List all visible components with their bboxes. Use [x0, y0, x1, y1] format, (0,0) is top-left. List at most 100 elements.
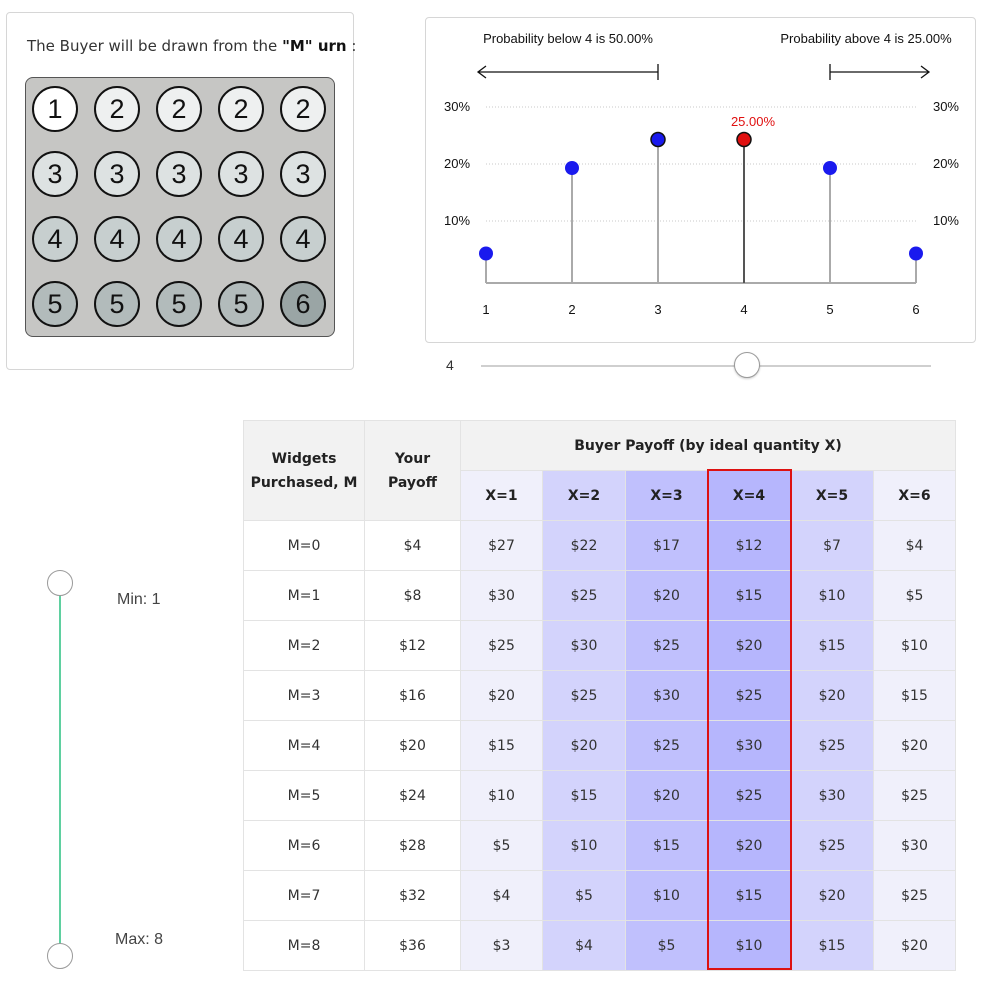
x-header: X=5	[790, 470, 874, 521]
header-buyer-payoff: Buyer Payoff (by ideal quantity X)	[460, 420, 956, 471]
cell-buyer-payoff: $4	[460, 870, 543, 921]
quantity-slider-thumb[interactable]	[734, 352, 760, 378]
x-tick-label: 1	[482, 302, 489, 317]
cell-buyer-payoff: $5	[542, 870, 626, 921]
table-row: M=1 $8 $30 $25 $20 $15 $10 $5	[243, 570, 956, 621]
cell-your-payoff: $8	[364, 570, 461, 621]
cell-buyer-payoff: $3	[460, 920, 543, 971]
cell-buyer-payoff: $5	[873, 570, 956, 621]
range-min-thumb[interactable]	[47, 570, 73, 596]
chart-grid: 10% 10% 20% 20% 30% 30%	[444, 99, 959, 228]
data-point	[823, 161, 837, 175]
range-slider-track[interactable]	[59, 583, 61, 956]
cell-buyer-payoff: $15	[790, 620, 874, 671]
above-arrow-icon	[829, 64, 931, 80]
header-your-payoff: Your Payoff	[364, 420, 461, 521]
x-tick-label: 4	[740, 302, 747, 317]
urn-ball: 5	[156, 281, 202, 327]
table-row: M=4 $20 $15 $20 $25 $30 $25 $20	[243, 720, 956, 771]
x-tick-label: 5	[826, 302, 833, 317]
y-tick-label: 10%	[933, 213, 959, 228]
urn-ball: 4	[94, 216, 140, 262]
slider-value: 4	[446, 357, 454, 373]
cell-buyer-payoff: $25	[625, 720, 708, 771]
cell-your-payoff: $16	[364, 670, 461, 721]
table-row: M=8 $36 $3 $4 $5 $10 $15 $20	[243, 920, 956, 971]
cell-buyer-payoff: $25	[707, 770, 791, 821]
x-header: X=2	[542, 470, 626, 521]
cell-buyer-payoff: $20	[707, 820, 791, 871]
cell-buyer-payoff: $4	[542, 920, 626, 971]
data-point	[909, 246, 923, 261]
selected-data-point	[736, 131, 752, 148]
y-tick-label: 30%	[933, 99, 959, 114]
cell-m: M=8	[243, 920, 365, 971]
cell-buyer-payoff: $15	[625, 820, 708, 871]
probability-chart: Probability below 4 is 50.00% Probabilit…	[444, 31, 959, 317]
range-min-label: Min: 1	[117, 591, 161, 608]
cell-buyer-payoff: $17	[625, 520, 708, 571]
urn-ball: 6	[280, 281, 326, 327]
range-max-label: Max: 8	[115, 931, 164, 948]
range-max-thumb[interactable]	[47, 943, 73, 969]
y-tick-label: 10%	[444, 213, 470, 228]
urn-ball: 4	[32, 216, 78, 262]
data-point	[479, 246, 493, 261]
payoff-body: M=0 $4 $27 $22 $17 $12 $7 $4 M=1 $8 $30 $25 $20 $15 $1…	[243, 520, 956, 971]
cell-m: M=5	[243, 770, 365, 821]
cell-buyer-payoff: $20	[790, 870, 874, 921]
table-row: M=5 $24 $10 $15 $20 $25 $30 $25	[243, 770, 956, 821]
cell-m: M=7	[243, 870, 365, 921]
x-header-row: X=1 X=2 X=3 X=4 X=5 X=6	[244, 470, 956, 521]
table-row: M=3 $16 $20 $25 $30 $25 $20 $15	[243, 670, 956, 721]
probability-above-text: Probability above 4 is 25.00%	[780, 31, 952, 46]
cell-buyer-payoff: $10	[460, 770, 543, 821]
x-tick-label: 2	[568, 302, 575, 317]
cell-buyer-payoff: $25	[625, 620, 708, 671]
header-widgets-purchased: Widgets Purchased, M	[243, 420, 365, 521]
urn-ball: 3	[280, 151, 326, 197]
urn-ball: 2	[156, 86, 202, 132]
cell-buyer-payoff: $7	[790, 520, 874, 571]
cell-your-payoff: $32	[364, 870, 461, 921]
data-point	[650, 131, 666, 148]
urn-ball: 1	[32, 86, 78, 132]
x-header: X=4	[707, 470, 791, 521]
cell-buyer-payoff: $20	[542, 720, 626, 771]
y-tick-label: 30%	[444, 99, 470, 114]
cell-buyer-payoff: $20	[873, 720, 956, 771]
cell-buyer-payoff: $25	[460, 620, 543, 671]
chart-points	[479, 131, 923, 261]
table-row: M=7 $32 $4 $5 $10 $15 $20 $25	[243, 870, 956, 921]
table-row: M=0 $4 $27 $22 $17 $12 $7 $4	[243, 520, 956, 571]
urn-ball: 2	[218, 86, 264, 132]
range-arrows	[476, 64, 931, 80]
urn-ball: 2	[280, 86, 326, 132]
y-tick-label: 20%	[933, 156, 959, 171]
selected-value-label: 25.00%	[731, 114, 776, 129]
cell-buyer-payoff: $25	[873, 770, 956, 821]
cell-buyer-payoff: $22	[542, 520, 626, 571]
cell-m: M=3	[243, 670, 365, 721]
urn-caption: The Buyer will be drawn from the "M" urn…	[27, 37, 356, 55]
cell-buyer-payoff: $15	[707, 570, 791, 621]
cell-your-payoff: $12	[364, 620, 461, 671]
cell-buyer-payoff: $30	[625, 670, 708, 721]
cell-buyer-payoff: $10	[873, 620, 956, 671]
cell-buyer-payoff: $15	[542, 770, 626, 821]
cell-buyer-payoff: $10	[625, 870, 708, 921]
urn-ball: 4	[156, 216, 202, 262]
payoff-table: Widgets Purchased, M Your Payoff Buyer P…	[243, 420, 956, 971]
x-tick-label: 6	[912, 302, 919, 317]
cell-buyer-payoff: $30	[542, 620, 626, 671]
cell-your-payoff: $28	[364, 820, 461, 871]
cell-buyer-payoff: $20	[625, 570, 708, 621]
cell-buyer-payoff: $25	[542, 670, 626, 721]
cell-buyer-payoff: $10	[790, 570, 874, 621]
urn-panel: The Buyer will be drawn from the "M" urn…	[6, 12, 356, 370]
urn-ball: 3	[218, 151, 264, 197]
quantity-slider-track[interactable]	[481, 365, 931, 367]
urn-ball: 3	[94, 151, 140, 197]
cell-buyer-payoff: $25	[542, 570, 626, 621]
